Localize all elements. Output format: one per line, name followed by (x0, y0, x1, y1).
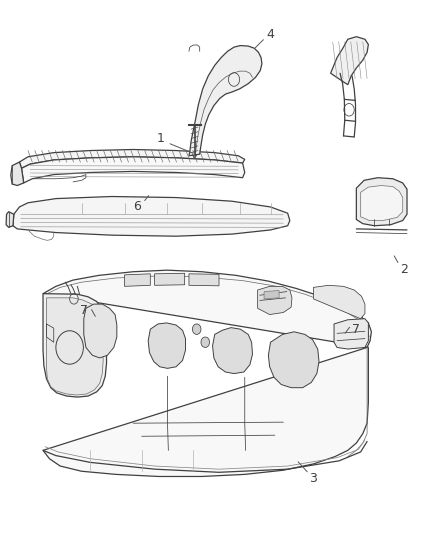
Text: 2: 2 (399, 263, 407, 276)
Text: 7: 7 (80, 304, 88, 317)
Text: 7: 7 (352, 322, 360, 336)
Polygon shape (124, 274, 150, 286)
Polygon shape (6, 212, 14, 228)
Polygon shape (264, 290, 279, 299)
Text: 4: 4 (267, 28, 275, 41)
Polygon shape (314, 285, 365, 319)
Polygon shape (189, 274, 219, 286)
Polygon shape (43, 270, 371, 477)
Polygon shape (212, 328, 252, 374)
Text: 6: 6 (134, 200, 141, 213)
Circle shape (201, 337, 209, 348)
Polygon shape (360, 185, 403, 221)
Circle shape (192, 324, 201, 334)
Polygon shape (334, 319, 368, 349)
Polygon shape (43, 294, 106, 397)
Polygon shape (331, 37, 368, 85)
Polygon shape (148, 323, 186, 368)
Polygon shape (84, 304, 117, 358)
Polygon shape (11, 162, 24, 185)
Polygon shape (258, 286, 292, 314)
Polygon shape (357, 177, 407, 226)
Polygon shape (155, 273, 185, 285)
Polygon shape (19, 149, 245, 168)
Polygon shape (268, 332, 319, 387)
Text: 1: 1 (157, 132, 165, 145)
Polygon shape (189, 45, 262, 156)
Polygon shape (13, 197, 290, 236)
Polygon shape (21, 157, 245, 183)
Polygon shape (46, 298, 103, 395)
Text: 3: 3 (310, 472, 318, 484)
